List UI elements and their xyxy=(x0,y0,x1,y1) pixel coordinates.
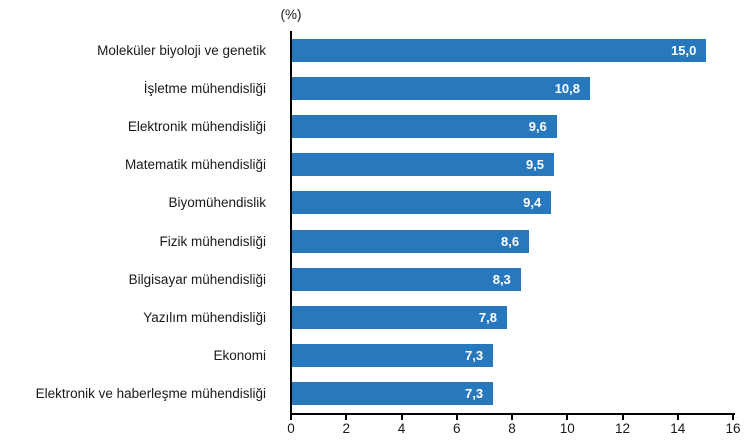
category-label: Ekonomi xyxy=(213,348,266,364)
bar-track: 8,6 xyxy=(291,229,734,253)
y-axis-line xyxy=(290,31,292,414)
category-label: Yazılım mühendisliği xyxy=(143,310,266,326)
bar-row: Fizik mühendisliği 8,6 xyxy=(0,222,734,260)
bar-track: 7,3 xyxy=(291,344,734,368)
bar: 9,4 xyxy=(291,191,552,215)
x-axis-tick: 6 xyxy=(453,415,461,436)
bar-value-label: 8,3 xyxy=(492,271,511,287)
category-label: Biyomühendislik xyxy=(168,195,266,211)
plot-area: Moleküler biyoloji ve genetik 15,0 İşletme… xyxy=(0,31,734,413)
bar: 7,8 xyxy=(291,306,507,330)
bar: 10,8 xyxy=(291,76,591,100)
x-axis-tick-label: 10 xyxy=(559,421,575,436)
bar-track: 9,4 xyxy=(291,191,734,215)
x-axis-tick-label: 12 xyxy=(614,421,631,436)
x-axis: 0 2 4 6 8 10 12 14 16 xyxy=(287,415,741,440)
bar-track: 7,3 xyxy=(291,382,734,406)
bar-track: 10,8 xyxy=(291,76,734,100)
bar-row: Bilgisayar mühendisliği 8,3 xyxy=(0,260,734,298)
bar-row: Biyomühendislik 9,4 xyxy=(0,184,734,222)
category-label: Moleküler biyoloji ve genetik xyxy=(97,42,266,58)
x-axis-tick-label: 8 xyxy=(508,421,516,436)
x-axis-tick-label: 0 xyxy=(287,421,295,436)
bar-row: Yazılım mühendisliği 7,8 xyxy=(0,298,734,336)
bar-row: İşletme mühendisliği 10,8 xyxy=(0,69,734,107)
bar-value-label: 9,6 xyxy=(528,119,547,134)
bar: 8,3 xyxy=(291,267,521,291)
chart-unit-label: (%) xyxy=(280,7,302,22)
category-label: İşletme mühendisliği xyxy=(143,80,266,96)
bar-value-label: 8,6 xyxy=(501,233,520,249)
x-axis-tick-label: 14 xyxy=(670,421,686,436)
bar-row: Moleküler biyoloji ve genetik 15,0 xyxy=(0,31,734,69)
x-axis-tick: 2 xyxy=(342,415,350,436)
bar-row: Ekonomi 7,3 xyxy=(0,337,734,375)
x-axis-tick-label: 2 xyxy=(342,421,351,436)
bar-track: 9,6 xyxy=(291,115,734,138)
bar-row: Matematik mühendisliği 9,5 xyxy=(0,146,734,184)
bar-value-label: 15,0 xyxy=(671,42,697,58)
bar: 9,6 xyxy=(291,115,557,138)
bar-value-label: 10,8 xyxy=(554,80,581,96)
x-axis-tick: 10 xyxy=(560,415,575,436)
x-axis-tick: 0 xyxy=(287,415,295,436)
category-label: Bilgisayar mühendisliği xyxy=(128,271,266,287)
x-axis-tick: 16 xyxy=(725,415,741,436)
x-axis-tick: 12 xyxy=(615,415,630,436)
bar-row: Elektronik mühendisliği 9,6 xyxy=(0,107,734,145)
x-axis-tick-label: 4 xyxy=(397,421,406,436)
bar-value-label: 9,4 xyxy=(523,195,542,211)
bar: 9,5 xyxy=(291,153,555,177)
bar-value-label: 7,3 xyxy=(465,386,484,402)
bar-track: 7,8 xyxy=(291,306,734,330)
x-axis-line xyxy=(290,413,735,415)
x-axis-tick: 4 xyxy=(398,415,405,436)
bar-value-label: 7,8 xyxy=(478,310,497,326)
bar-track: 15,0 xyxy=(291,38,734,62)
category-label: Elektronik mühendisliği xyxy=(127,119,266,134)
category-label: Elektronik ve haberleşme mühendisliği xyxy=(35,386,266,402)
category-label: Matematik mühendisliği xyxy=(124,157,266,173)
bar: 15,0 xyxy=(291,38,707,62)
bar: 7,3 xyxy=(291,382,494,406)
bar-track: 8,3 xyxy=(291,267,734,291)
x-axis-tick: 8 xyxy=(508,415,516,436)
bar-value-label: 7,3 xyxy=(465,348,484,364)
category-label: Fizik mühendisliği xyxy=(159,233,266,249)
bar-row: Elektronik ve haberleşme mühendisliği 7,3 xyxy=(0,375,734,413)
x-axis-tick-label: 6 xyxy=(452,421,461,436)
x-axis-tick: 14 xyxy=(670,415,685,436)
x-axis-tick-label: 16 xyxy=(725,421,741,436)
bar-track: 9,5 xyxy=(291,153,734,177)
bar: 8,6 xyxy=(291,229,530,253)
bar: 7,3 xyxy=(291,344,494,368)
bar-value-label: 9,5 xyxy=(525,157,545,173)
